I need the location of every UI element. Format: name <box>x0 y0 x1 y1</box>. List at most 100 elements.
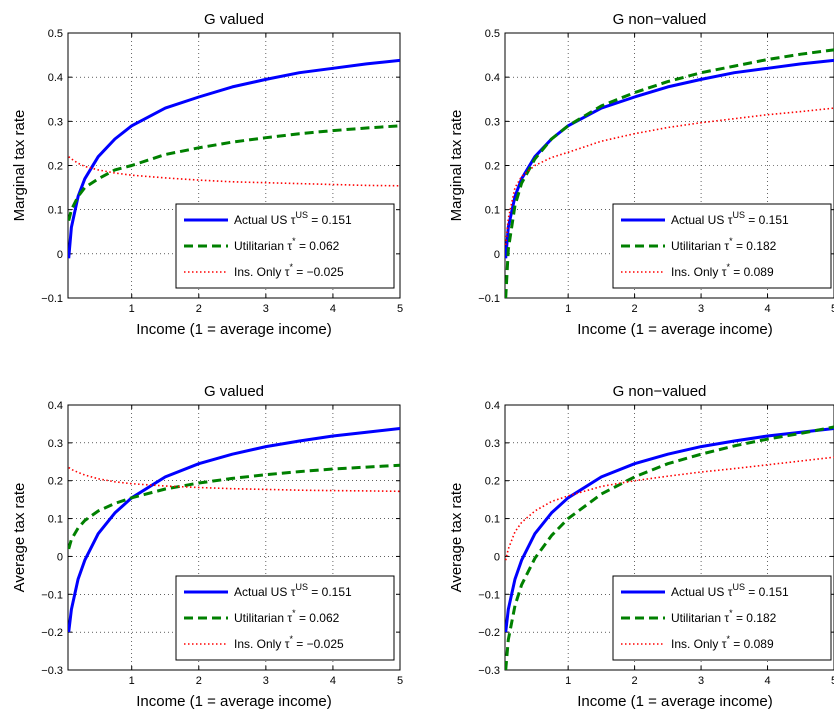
y-tick-label: 0.5 <box>48 28 63 40</box>
legend-value: = −0.025 <box>293 637 344 651</box>
legend-name: Utilitarian <box>671 239 724 253</box>
x-tick-label: 5 <box>831 675 834 687</box>
y-tick-label: 0.4 <box>48 72 63 84</box>
legend-symbol: τ <box>285 265 290 279</box>
y-tick-label: −0.3 <box>41 665 63 677</box>
x-tick-label: 2 <box>632 675 638 687</box>
legend-name: Utilitarian <box>234 239 287 253</box>
y-tick-label: 0.2 <box>485 161 500 173</box>
y-tick-label: 0.1 <box>485 514 500 526</box>
legend-label: Ins. Only τ* = 0.089 <box>671 634 774 651</box>
series-line-solid <box>505 427 834 633</box>
legend-symbol: τ <box>287 239 292 253</box>
y-tick-label: −0.3 <box>478 665 500 677</box>
series-line-dashed <box>68 463 400 550</box>
legend-name: Ins. Only <box>671 265 722 279</box>
legend-superscript: * <box>726 262 730 272</box>
legend-name: Actual US <box>671 585 728 599</box>
legend: Actual US τUS = 0.151 Utilitarian τ* = 0.… <box>612 575 832 661</box>
series-line-dotted <box>68 466 400 493</box>
y-tick-label: 0.2 <box>48 161 63 173</box>
x-tick-label: 3 <box>698 303 704 315</box>
y-tick-label: −0.2 <box>41 627 63 639</box>
legend-superscript: US <box>295 210 308 220</box>
x-tick-label: 3 <box>698 675 704 687</box>
legend-value: = 0.089 <box>730 265 774 279</box>
legend-name: Utilitarian <box>234 611 287 625</box>
y-tick-label: −0.1 <box>41 589 63 601</box>
legend-value: = 0.089 <box>730 637 774 651</box>
legend-superscript: * <box>729 608 733 618</box>
x-tick-label: 5 <box>397 303 403 315</box>
y-tick-label: −0.1 <box>478 589 500 601</box>
y-tick-label: 0.3 <box>485 116 500 128</box>
y-tick-label: 0 <box>57 249 63 261</box>
x-tick-label: 1 <box>565 675 571 687</box>
legend-value: = 0.062 <box>296 239 340 253</box>
legend-value: = 0.151 <box>308 213 352 227</box>
legend-label: Actual US τUS = 0.151 <box>671 210 789 227</box>
series-line-dashed <box>505 425 834 670</box>
legend-superscript: * <box>729 236 733 246</box>
y-tick-label: 0.3 <box>485 438 500 450</box>
y-tick-label: 0 <box>494 551 500 563</box>
legend-value: = 0.182 <box>733 611 777 625</box>
legend-label: Actual US τUS = 0.151 <box>234 582 352 599</box>
series-line-solid <box>68 427 400 633</box>
x-axis-label: Income (1 = average income) <box>136 321 332 338</box>
series-line-dotted <box>68 156 400 187</box>
legend-symbol: τ <box>287 611 292 625</box>
legend-symbol: τ <box>724 239 729 253</box>
y-tick-label: 0.1 <box>485 205 500 217</box>
y-tick-label: −0.2 <box>478 627 500 639</box>
legend-symbol: τ <box>728 213 733 227</box>
legend-symbol: τ <box>724 611 729 625</box>
x-tick-label: 3 <box>263 303 269 315</box>
legend-superscript: * <box>289 262 293 272</box>
y-tick-label: 0.2 <box>48 476 63 488</box>
x-tick-label: 1 <box>565 303 571 315</box>
y-axis-label: Average tax rate <box>11 483 28 593</box>
y-tick-label: 0.1 <box>48 205 63 217</box>
legend-value: = 0.182 <box>733 239 777 253</box>
x-tick-label: 1 <box>129 675 135 687</box>
legend-name: Utilitarian <box>671 611 724 625</box>
legend-label: Utilitarian τ* = 0.062 <box>234 236 340 253</box>
chart-panel-4: 1 2 3 4 5 −0.3 −0.2 −0.1 0 0.1 0.2 0.3 0.4 G non−valu… <box>448 383 834 710</box>
legend-label: Ins. Only τ* = −0.025 <box>234 634 344 651</box>
x-tick-label: 4 <box>330 303 336 315</box>
y-tick-label: 0.4 <box>485 400 500 412</box>
legend-name: Actual US <box>234 585 291 599</box>
y-tick-label: 0.5 <box>485 28 500 40</box>
chart-title: G valued <box>204 383 264 400</box>
legend-value: = 0.151 <box>745 213 789 227</box>
series-line-dotted <box>505 107 834 246</box>
y-tick-label: −0.1 <box>41 293 63 305</box>
x-tick-label: 5 <box>397 675 403 687</box>
chart-title: G non−valued <box>613 383 707 400</box>
x-tick-label: 4 <box>764 303 770 315</box>
legend-value: = −0.025 <box>293 265 344 279</box>
legend-name: Ins. Only <box>234 265 285 279</box>
legend-superscript: * <box>292 236 296 246</box>
y-tick-label: 0 <box>57 551 63 563</box>
x-tick-label: 5 <box>831 303 834 315</box>
chart-panel-2: 1 2 3 4 5 −0.1 0 0.1 0.2 0.3 0.4 0.5 G non−valued Inc… <box>448 11 834 338</box>
legend-value: = 0.151 <box>308 585 352 599</box>
legend-superscript: * <box>289 634 293 644</box>
x-tick-label: 3 <box>263 675 269 687</box>
x-axis-label: Income (1 = average income) <box>577 693 773 710</box>
legend-label: Ins. Only τ* = −0.025 <box>234 262 344 279</box>
series-line-dashed <box>68 124 400 222</box>
x-tick-label: 2 <box>196 303 202 315</box>
legend-value: = 0.151 <box>745 585 789 599</box>
chart-panel-3: 1 2 3 4 5 −0.3 −0.2 −0.1 0 0.1 0.2 0.3 0.4 G valued In… <box>11 383 403 710</box>
series-line-solid <box>505 58 834 259</box>
legend-superscript: * <box>292 608 296 618</box>
series-line-solid <box>68 58 400 259</box>
legend-label: Actual US τUS = 0.151 <box>234 210 352 227</box>
legend-label: Actual US τUS = 0.151 <box>671 582 789 599</box>
